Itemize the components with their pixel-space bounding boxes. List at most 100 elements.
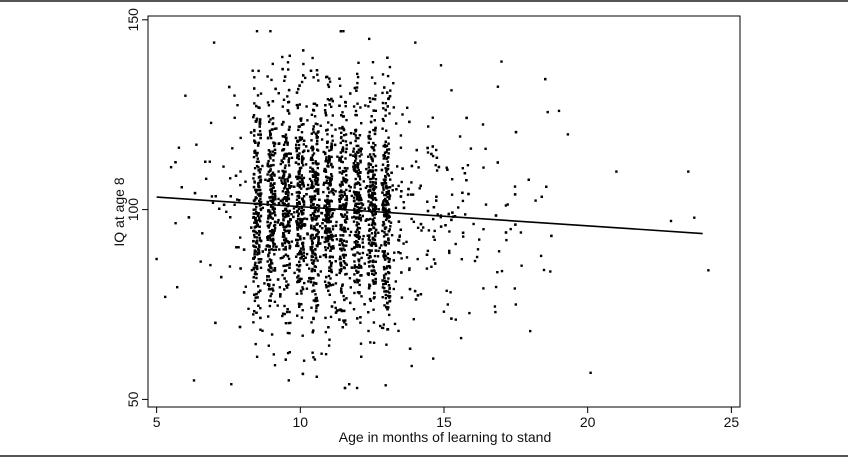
scatter-point <box>284 212 287 215</box>
scatter-point <box>272 289 275 292</box>
scatter-point <box>519 231 523 234</box>
scatter-point <box>439 225 443 228</box>
scatter-point <box>284 248 287 251</box>
scatter-point <box>314 253 317 256</box>
scatter-point <box>388 296 391 299</box>
scatter-point <box>311 234 314 237</box>
scatter-point <box>288 247 291 250</box>
scatter-point <box>358 283 361 287</box>
scatter-point <box>239 170 242 173</box>
scatter-point <box>359 316 362 319</box>
scatter-point <box>286 351 290 355</box>
scatter-point <box>413 289 417 293</box>
scatter-point <box>270 231 274 234</box>
scatter-point <box>281 190 285 193</box>
scatter-point <box>295 255 298 258</box>
scatter-point <box>345 118 348 122</box>
scatter-point <box>325 275 328 279</box>
scatter-point <box>296 104 299 107</box>
scatter-point <box>358 178 362 181</box>
scatter-point <box>299 289 303 293</box>
scatter-point <box>325 286 328 289</box>
scatter-point <box>330 123 333 127</box>
scatter-point <box>311 170 314 173</box>
scatter-point <box>329 234 333 237</box>
scatter-point <box>352 165 355 168</box>
scatter-point <box>329 245 333 249</box>
scatter-point <box>353 241 356 244</box>
scatter-point <box>296 202 299 205</box>
scatter-point <box>288 224 291 227</box>
scatter-point <box>284 237 288 241</box>
scatter-point <box>356 281 359 284</box>
scatter-point <box>300 316 304 319</box>
scatter-point <box>345 244 348 247</box>
scatter-point <box>258 219 262 223</box>
scatter-point <box>281 213 285 216</box>
scatter-point <box>344 100 347 104</box>
scatter-point <box>309 186 313 189</box>
scatter-point <box>259 214 263 218</box>
scatter-point <box>388 186 392 189</box>
scatter-point <box>376 255 380 258</box>
scatter-point <box>298 186 301 189</box>
scatter-point <box>331 235 335 238</box>
scatter-point <box>315 182 318 186</box>
scatter-point <box>285 224 289 228</box>
scatter-point <box>254 220 257 223</box>
scatter-point <box>520 264 523 267</box>
scatter-point <box>446 303 449 306</box>
scatter-point <box>288 244 292 248</box>
scatter-point <box>331 215 334 218</box>
scatter-point <box>256 182 260 185</box>
scatter-point <box>315 136 318 139</box>
scatter-point <box>259 328 262 331</box>
scatter-point <box>300 277 303 281</box>
scatter-point <box>374 231 377 234</box>
scatter-point <box>372 207 375 211</box>
scatter-point <box>344 133 348 136</box>
scatter-point <box>297 87 300 91</box>
scatter-point <box>327 235 330 238</box>
scatter-point <box>303 217 306 220</box>
scatter-point <box>385 343 388 346</box>
scatter-point <box>355 114 358 117</box>
scatter-point <box>370 115 373 118</box>
scatter-point <box>310 179 313 183</box>
scatter-point <box>290 181 293 184</box>
scatter-point <box>360 256 363 260</box>
scatter-point <box>385 150 388 154</box>
scatter-point <box>372 186 375 190</box>
scatter-point <box>298 251 301 255</box>
scatter-point <box>422 226 425 229</box>
scatter-point <box>302 245 305 249</box>
scatter-point <box>368 130 371 134</box>
scatter-point <box>367 311 370 314</box>
scatter-point <box>386 308 389 311</box>
scatter-point <box>397 329 400 333</box>
scatter-point <box>268 236 272 239</box>
scatter-point <box>302 139 306 142</box>
scatter-point <box>353 279 356 283</box>
scatter-point <box>271 171 275 174</box>
scatter-point <box>298 264 302 267</box>
scatter-point <box>270 261 273 264</box>
scatter-point <box>334 260 337 263</box>
scatter-point <box>273 364 277 367</box>
scatter-point <box>314 161 318 165</box>
scatter-point <box>339 247 342 251</box>
scatter-point <box>311 267 314 271</box>
scatter-point <box>340 189 343 192</box>
scatter-point <box>514 223 517 226</box>
scatter-point <box>362 180 365 183</box>
scatter-point <box>328 191 331 194</box>
scatter-point <box>270 187 273 191</box>
scatter-point <box>253 250 257 253</box>
scatter-point <box>341 160 344 164</box>
scatter-point <box>347 184 351 188</box>
scatter-point <box>373 119 376 122</box>
scatter-point <box>312 284 315 287</box>
scatter-point <box>338 127 341 130</box>
scatter-point <box>550 234 553 238</box>
